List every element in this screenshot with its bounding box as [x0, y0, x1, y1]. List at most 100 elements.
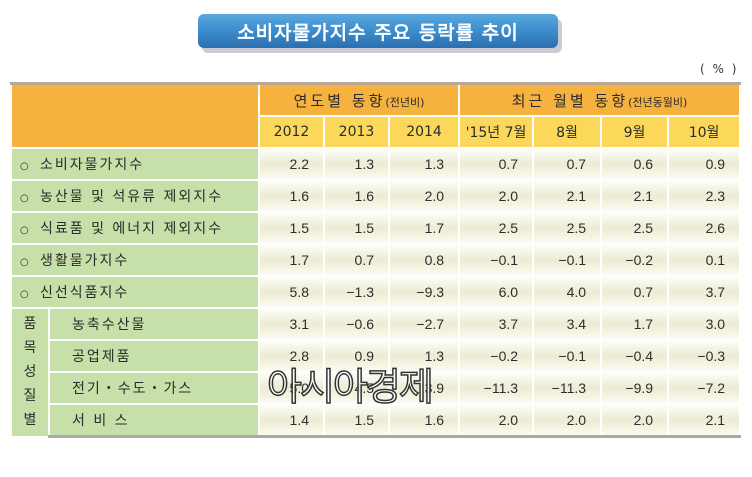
cell: 1.4 — [258, 403, 325, 438]
group-label-char: 별 — [23, 412, 37, 429]
cell: 3.7 — [667, 275, 742, 309]
cell: 5.8 — [258, 275, 325, 309]
table-row: ○ 소비자물가지수 2.2 1.3 1.3 0.7 0.7 0.6 0.9 — [10, 147, 742, 181]
col-header-2014: 2014 — [387, 115, 461, 149]
cell: 5.0 — [258, 371, 325, 405]
row-label: ○ 생활물가지수 — [10, 243, 260, 277]
cell: 0.7 — [600, 275, 670, 309]
cell: 0.7 — [323, 243, 390, 277]
header-monthly-group: 최근 월별 동향(전년동월비) — [458, 82, 742, 117]
cell: −11.3 — [532, 371, 603, 405]
bullet-icon: ○ — [20, 161, 29, 172]
cell: −0.6 — [323, 307, 390, 341]
cell: 2.0 — [458, 403, 535, 438]
row-label: ○ 신선식품지수 — [10, 275, 260, 309]
cell: 1.6 — [258, 179, 325, 213]
cell: 2.0 — [458, 179, 535, 213]
annual-group-note: (전년비) — [385, 95, 425, 109]
monthly-group-label: 최근 월별 동향 — [511, 91, 629, 110]
table-row: ○ 농산물 및 석유류 제외지수 1.6 1.6 2.0 2.0 2.1 2.1 … — [10, 179, 742, 213]
cell: 2.0 — [532, 403, 603, 438]
annual-group-label: 연도별 동향 — [293, 91, 386, 110]
cell: −0.1 — [532, 339, 603, 373]
header-corner — [10, 82, 260, 149]
cell: 1.3 — [387, 339, 461, 373]
cell: 0.8 — [387, 243, 461, 277]
cell: −9.3 — [387, 275, 461, 309]
row-label: ○ 농산물 및 석유류 제외지수 — [10, 179, 260, 213]
cell: 2.6 — [667, 211, 742, 245]
cell: 2.5 — [458, 211, 535, 245]
cell: −0.2 — [600, 243, 670, 277]
cpi-table: 연도별 동향(전년비) 최근 월별 동향(전년동월비) 2012 2013 20… — [10, 82, 742, 438]
col-header-oct: 10월 — [667, 115, 742, 149]
col-header-2012: 2012 — [258, 115, 325, 149]
cell: −0.4 — [600, 339, 670, 373]
cell: 2.0 — [387, 179, 461, 213]
title-banner: 소비자물가지수 주요 등락률 추이 — [198, 14, 562, 53]
cell: 1.3 — [387, 147, 461, 181]
row-label: ○ 소비자물가지수 — [10, 147, 260, 181]
cell: −2.7 — [387, 307, 461, 341]
cell: 1.6 — [323, 179, 390, 213]
row-label: 공업제품 — [48, 339, 260, 373]
row-label-text: 생활물가지수 — [40, 253, 130, 269]
cell: 3.9 — [387, 371, 461, 405]
cell: 0.7 — [458, 147, 535, 181]
cell: 3.1 — [258, 307, 325, 341]
col-header-aug: 8월 — [532, 115, 603, 149]
group-label-char: 품 — [23, 316, 37, 333]
cell: 0.9 — [667, 147, 742, 181]
table-row: 공업제품 2.8 0.9 1.3 −0.2 −0.1 −0.4 −0.3 — [11, 339, 742, 373]
group-label-char: 목 — [23, 340, 37, 357]
cell: 2.0 — [600, 403, 670, 438]
row-label-text: 신선식품지수 — [40, 285, 130, 301]
cell: −0.2 — [458, 339, 535, 373]
table-row: 전기・수도・가스 5.0 4.5 3.9 −11.3 −11.3 −9.9 −7… — [11, 371, 742, 405]
bullet-icon: ○ — [20, 225, 29, 236]
group-label: 품 목 성 질 별 — [10, 307, 50, 438]
cell: 1.7 — [387, 211, 461, 245]
cell: −11.3 — [458, 371, 535, 405]
cell: 1.6 — [387, 403, 461, 438]
unit-label: ( % ) — [700, 62, 739, 76]
cell: −7.2 — [667, 371, 742, 405]
table-row: 품 목 성 질 별 농축수산물 3.1 −0.6 −2.7 3.7 3.4 1.… — [10, 307, 742, 438]
cell: 2.1 — [667, 403, 742, 438]
cell: 3.4 — [532, 307, 603, 341]
col-header-2013: 2013 — [323, 115, 390, 149]
monthly-group-note: (전년동월비) — [628, 95, 688, 109]
cell: −0.3 — [667, 339, 742, 373]
cell: 3.7 — [458, 307, 535, 341]
cell: 1.3 — [323, 147, 390, 181]
group-label-char: 성 — [23, 364, 37, 381]
table-row: 서 비 스 1.4 1.5 1.6 2.0 2.0 2.0 2.1 — [11, 403, 742, 438]
cell: 1.5 — [258, 211, 325, 245]
bullet-icon: ○ — [20, 193, 29, 204]
cell: 2.5 — [532, 211, 603, 245]
row-label: 전기・수도・가스 — [48, 371, 260, 405]
cell: 4.5 — [323, 371, 390, 405]
page-title: 소비자물가지수 주요 등락률 추이 — [198, 14, 558, 48]
row-label: ○ 식료품 및 에너지 제외지수 — [10, 211, 260, 245]
header-annual-group: 연도별 동향(전년비) — [257, 82, 461, 117]
cell: −1.3 — [323, 275, 390, 309]
cell: 1.7 — [258, 243, 325, 277]
cell: 1.7 — [600, 307, 670, 341]
cell: 2.8 — [258, 339, 325, 373]
cell: 2.1 — [600, 179, 670, 213]
cell: 2.5 — [600, 211, 670, 245]
cell: −9.9 — [600, 371, 670, 405]
row-label: 농축수산물 — [48, 307, 260, 341]
cell: 0.1 — [667, 243, 742, 277]
row-label-text: 농산물 및 석유류 제외지수 — [40, 189, 224, 205]
cell: 2.1 — [532, 179, 603, 213]
cell: 2.2 — [258, 147, 325, 181]
group-label-char: 질 — [23, 388, 37, 405]
cell: 4.0 — [532, 275, 603, 309]
row-label: 서 비 스 — [48, 403, 260, 438]
table-row: ○ 생활물가지수 1.7 0.7 0.8 −0.1 −0.1 −0.2 0.1 — [10, 243, 742, 277]
cell: 6.0 — [458, 275, 535, 309]
table-row: ○ 식료품 및 에너지 제외지수 1.5 1.5 1.7 2.5 2.5 2.5 … — [10, 211, 742, 245]
cell: −0.1 — [458, 243, 535, 277]
